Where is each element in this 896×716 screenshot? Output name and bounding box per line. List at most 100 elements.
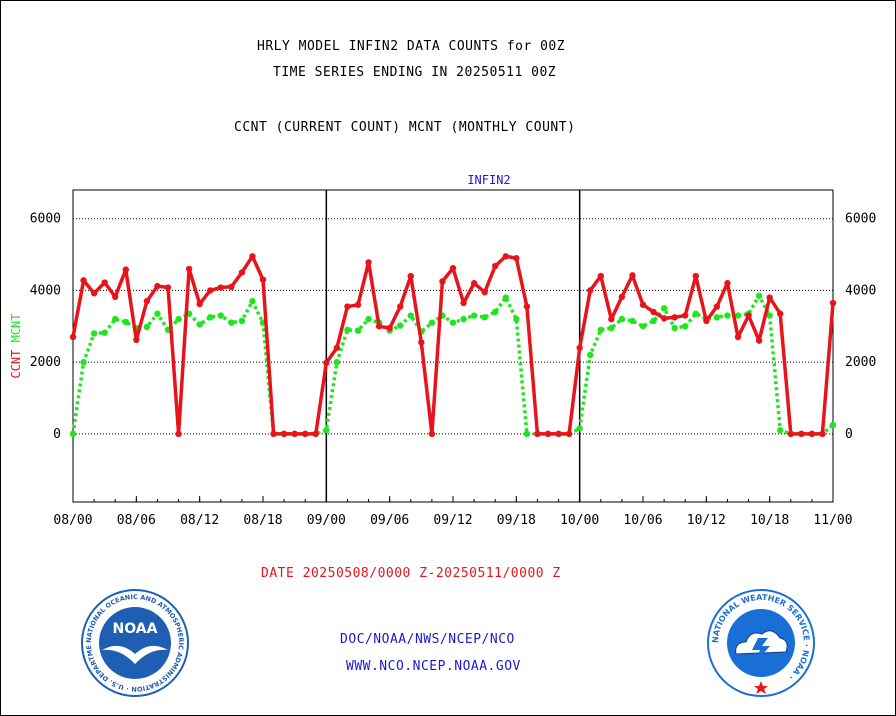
point-ccnt (386, 324, 393, 332)
point-ccnt (207, 287, 214, 294)
point-mcnt (69, 430, 77, 438)
point-ccnt (249, 253, 256, 260)
noaa-logo-bird-icon (102, 645, 168, 664)
point-ccnt (766, 294, 773, 301)
point-mcnt (734, 312, 742, 319)
noaa-logo: NATIONAL OCEANIC AND ATMOSPHERIC ADMINIS… (80, 588, 189, 697)
nws-logo-star-icon (754, 681, 768, 694)
point-ccnt (90, 290, 98, 297)
point-ccnt (608, 315, 615, 323)
point-mcnt (755, 292, 763, 299)
point-mcnt (523, 430, 531, 438)
point-mcnt (249, 297, 256, 305)
point-ccnt (101, 279, 108, 286)
x-tick-label: 09/12 (433, 513, 472, 528)
point-mcnt (513, 315, 520, 323)
x-tick-label: 08/06 (117, 513, 156, 528)
point-ccnt (734, 333, 742, 341)
point-ccnt (302, 430, 309, 438)
x-tick-label: 08/00 (53, 513, 92, 528)
x-tick-label: 10/00 (560, 513, 599, 528)
point-mcnt (333, 358, 341, 366)
point-ccnt (143, 297, 151, 305)
point-ccnt (618, 293, 626, 301)
point-ccnt (660, 315, 668, 322)
point-mcnt (650, 317, 657, 325)
chart-subtitle: CCNT (CURRENT COUNT) MCNT (MONTHLY COUNT… (234, 120, 576, 135)
point-ccnt (69, 333, 77, 341)
point-ccnt (217, 284, 224, 291)
point-ccnt (375, 323, 383, 330)
point-mcnt (80, 358, 87, 366)
panel-label: INFIN2 (467, 173, 510, 187)
point-ccnt (481, 289, 488, 296)
series-line-ccnt (71, 254, 835, 436)
point-ccnt (565, 430, 573, 438)
point-ccnt (439, 278, 446, 285)
point-ccnt (365, 259, 372, 266)
point-ccnt (534, 430, 541, 438)
grid-layer (73, 218, 833, 435)
point-ccnt (745, 312, 752, 319)
point-ccnt (397, 303, 404, 310)
nws-logo-lightning-icon (752, 638, 770, 664)
point-mcnt (597, 326, 604, 334)
point-ccnt (133, 336, 140, 344)
point-ccnt (671, 314, 678, 321)
point-ccnt (523, 303, 531, 310)
axis-layer (72, 189, 834, 503)
point-ccnt (259, 276, 267, 283)
point-mcnt (618, 315, 626, 323)
plot-border (72, 189, 834, 503)
point-ccnt (80, 277, 87, 284)
point-ccnt (703, 317, 710, 325)
point-ccnt (724, 280, 731, 287)
point-mcnt (671, 324, 678, 332)
website-link[interactable]: WWW.NCO.NCEP.NOAA.GOV (346, 659, 521, 674)
y-axis-title-ccnt: CCNT (9, 342, 23, 378)
point-ccnt (597, 272, 604, 280)
point-mcnt (766, 312, 773, 319)
point-mcnt (460, 315, 467, 323)
y-tick-label-right: 2000 (845, 355, 876, 370)
point-mcnt (492, 308, 499, 316)
point-ccnt (270, 430, 277, 438)
org-path-link[interactable]: DOC/NOAA/NWS/NCEP/NCO (340, 632, 515, 647)
point-ccnt (713, 303, 721, 310)
label-layer: 0 0 2000 2000 4000 4000 6000 6000 08/00 08/06 08/1… (9, 173, 876, 528)
point-ccnt (449, 264, 457, 272)
point-ccnt (544, 430, 552, 438)
point-mcnt (122, 318, 129, 326)
x-tick-label: 10/12 (687, 513, 726, 528)
x-tick-label: 08/18 (243, 513, 282, 528)
point-ccnt (777, 310, 784, 317)
point-ccnt (122, 266, 129, 273)
point-mcnt (481, 314, 488, 321)
point-mcnt (449, 319, 457, 326)
point-mcnt (639, 323, 647, 330)
series-layer (69, 253, 837, 438)
point-mcnt (354, 327, 362, 334)
y-tick-label-left: 0 (53, 427, 61, 442)
point-ccnt (291, 430, 298, 438)
point-ccnt (354, 301, 362, 308)
point-ccnt (112, 293, 119, 301)
date-range-label: DATE 20250508/0000 Z-20250511/0000 Z (261, 566, 561, 581)
point-ccnt (798, 430, 805, 438)
point-mcnt (217, 312, 224, 319)
point-mcnt (608, 324, 615, 332)
y-tick-label-right: 0 (845, 427, 853, 442)
y-tick-label-left: 2000 (30, 355, 61, 370)
y-tick-label-right: 4000 (845, 283, 876, 298)
x-tick-label: 09/18 (497, 513, 536, 528)
point-mcnt (576, 425, 583, 432)
point-mcnt (829, 421, 837, 429)
y-tick-label-left: 4000 (30, 283, 61, 298)
x-tick-label: 10/18 (750, 513, 789, 528)
point-mcnt (777, 427, 784, 434)
x-tick-label: 11/00 (813, 513, 852, 528)
x-tick-label: 08/12 (180, 513, 219, 528)
point-ccnt (228, 283, 235, 291)
point-mcnt (154, 310, 161, 317)
nws-logo: NATIONAL WEATHER SERVICE · NOAA · (707, 589, 815, 697)
